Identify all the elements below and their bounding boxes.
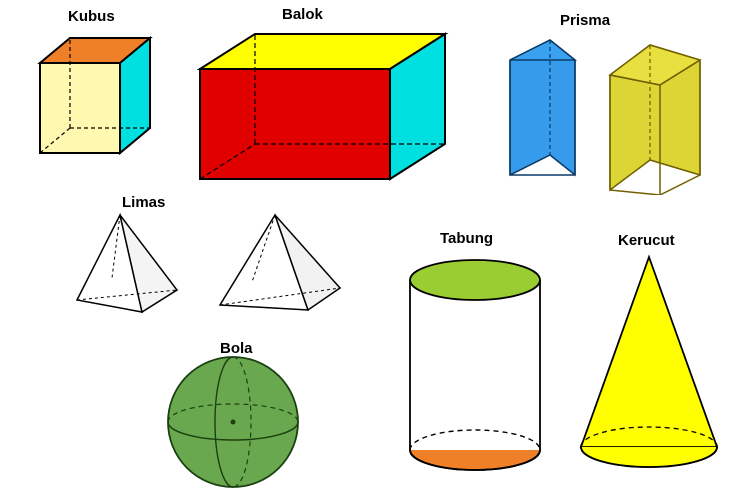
- shape-kubus: [30, 28, 165, 168]
- label-balok: Balok: [282, 6, 323, 23]
- label-limas: Limas: [122, 194, 165, 211]
- label-kerucut: Kerucut: [618, 232, 675, 249]
- shape-limas-cyan: [42, 210, 187, 320]
- shape-prisma-blue: [490, 30, 590, 190]
- shape-limas-yellow: [190, 210, 350, 325]
- shape-prisma-olive: [600, 35, 715, 195]
- label-tabung: Tabung: [440, 230, 493, 247]
- shape-tabung: [395, 250, 555, 480]
- label-kubus: Kubus: [68, 8, 115, 25]
- label-prisma: Prisma: [560, 12, 610, 29]
- shape-bola: [160, 352, 310, 497]
- shape-kerucut: [572, 252, 727, 477]
- shape-balok: [190, 24, 455, 189]
